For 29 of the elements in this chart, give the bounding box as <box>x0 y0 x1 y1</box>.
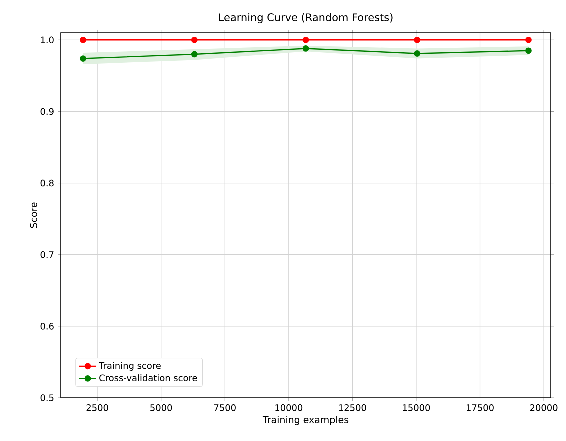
x-tick-label: 17500 <box>466 404 494 412</box>
legend-label: Cross-validation score <box>100 374 198 382</box>
point <box>414 36 421 44</box>
chart-title: Learning Curve (Random Forests) <box>219 13 393 24</box>
point <box>302 36 310 44</box>
point <box>414 50 421 57</box>
y-tick-label: 0.9 <box>40 108 54 116</box>
x-tick-label: 5000 <box>150 404 172 412</box>
x-tick-label: 2500 <box>86 404 108 412</box>
point <box>80 56 86 62</box>
y-tick-label: 0.8 <box>40 180 54 187</box>
y-axis-title: Score <box>30 202 38 228</box>
x-tick-label: 12500 <box>339 404 366 412</box>
point <box>526 48 532 54</box>
x-tick-label: 20000 <box>530 404 558 412</box>
point <box>80 36 86 44</box>
x-axis-title: Training examples <box>262 416 349 426</box>
point <box>526 36 532 44</box>
y-tick-label: 1.0 <box>41 36 54 44</box>
y-tick-label: 0.7 <box>40 251 54 258</box>
x-tick-label: 15000 <box>403 404 430 412</box>
y-tick-label: 0.5 <box>40 394 54 402</box>
x-tick-label: 10000 <box>276 404 303 412</box>
legend-label: Training score <box>99 362 161 371</box>
point <box>191 51 198 58</box>
point <box>302 46 310 52</box>
y-tick-label: 0.6 <box>40 323 54 330</box>
point <box>191 36 198 44</box>
x-tick-label: 7500 <box>214 404 236 412</box>
